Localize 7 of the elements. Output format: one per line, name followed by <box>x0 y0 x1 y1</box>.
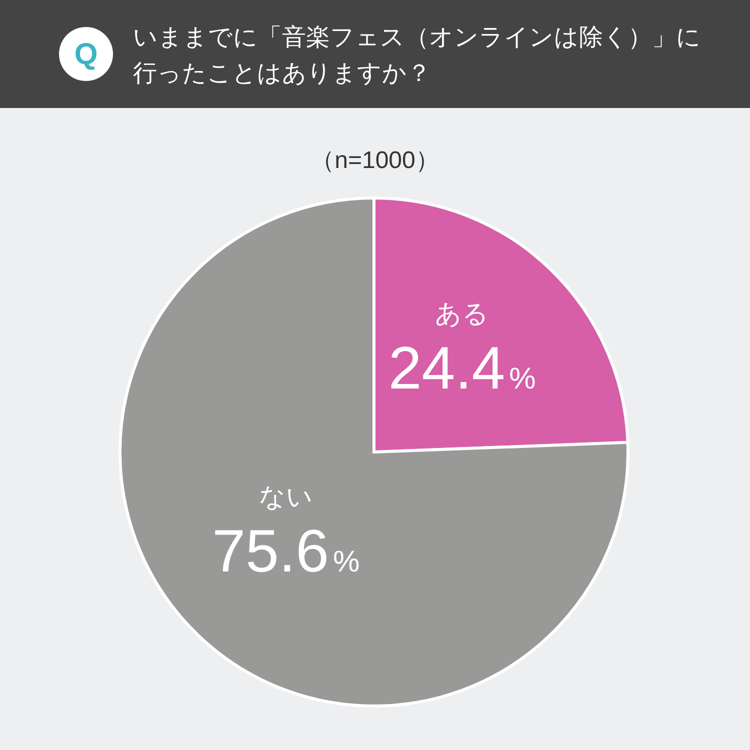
data-label: 75.6% <box>212 517 360 584</box>
slice-label: ある <box>435 298 490 329</box>
slice-label: ない <box>258 481 313 512</box>
chart-subtitle: （n=1000） <box>310 147 440 174</box>
data-label: 24.4% <box>388 334 536 402</box>
text: Q <box>74 38 98 71</box>
chart-title: いままでに「音楽フェス（オンラインは除く）」に行ったことはありますか？ <box>133 24 701 87</box>
